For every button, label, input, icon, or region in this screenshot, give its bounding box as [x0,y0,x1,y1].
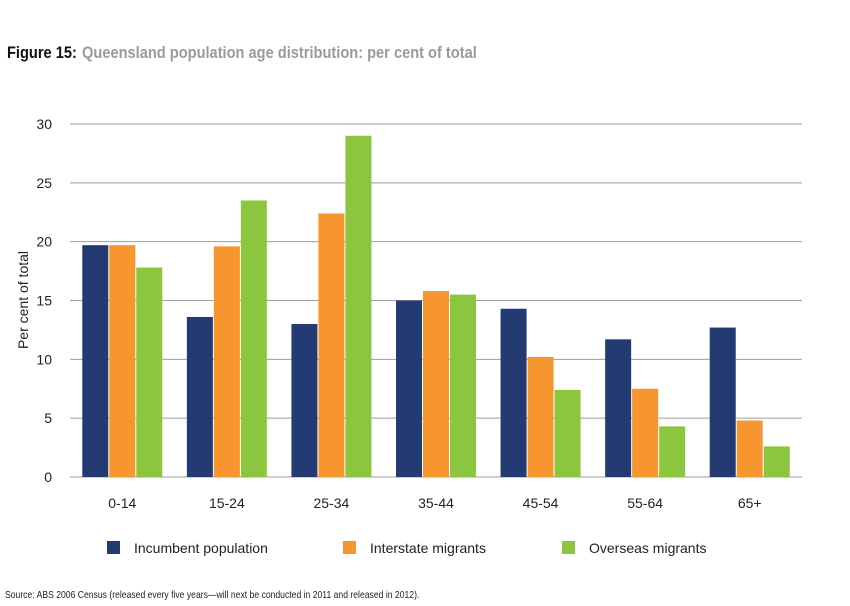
legend-swatch [562,541,575,554]
bar-65+-3 [763,446,790,477]
legend: Incumbent population Interstate migrants O… [107,540,706,556]
bar-55-64-2 [632,388,659,477]
bar-65+-1 [709,327,736,477]
source-note: Source: ABS 2006 Census (released every … [5,589,420,601]
y-tick-label: 15 [36,293,52,309]
bar-0-14-3 [136,267,163,477]
bar-65+-2 [736,420,763,477]
bar-55-64-1 [605,339,632,477]
x-tick-label: 35-44 [418,495,454,511]
bar-35-44-2 [423,291,449,477]
bar-25-34-2 [318,213,345,477]
x-tick-labels: 0-14 15-24 25-34 35-44 45-54 55-64 65+ [108,495,761,511]
y-tick-label: 0 [44,469,52,485]
bar-0-14-2 [109,245,136,477]
y-tick-label: 20 [36,234,52,250]
y-axis-title: Per cent of total [15,251,31,349]
x-tick-label: 0-14 [108,495,136,511]
bar-0-14-1 [82,245,109,477]
bar-15-24-1 [186,316,213,477]
bar-15-24-3 [240,200,267,477]
figure-label: Figure 15: [7,43,77,62]
bar-45-54-3 [554,389,581,477]
bars [82,135,790,477]
y-tick-label: 25 [36,175,52,191]
legend-swatch [343,541,356,554]
figure-title: Figure 15: Queensland population age dist… [7,43,477,63]
x-tick-label: 65+ [738,495,762,511]
bar-15-24-2 [213,246,240,477]
legend-label: Interstate migrants [370,540,486,556]
y-tick-label: 30 [36,116,52,132]
legend-swatch [107,541,120,554]
bar-25-34-3 [345,135,372,477]
bar-25-34-1 [291,324,318,477]
bar-45-54-2 [527,356,554,477]
x-tick-label: 55-64 [627,495,663,511]
bar-45-54-1 [500,308,527,477]
legend-label: Incumbent population [134,540,268,556]
bar-35-44-3 [450,294,476,477]
figure-subtitle: Queensland population age distribution: … [82,43,477,62]
y-tick-labels: 0 5 10 15 20 25 30 [36,116,52,485]
x-tick-label: 15-24 [209,495,245,511]
x-tick-label: 45-54 [523,495,559,511]
bar-35-44-1 [396,300,422,477]
bar-55-64-3 [659,426,686,477]
y-tick-label: 5 [44,410,52,426]
y-tick-label: 10 [36,351,52,367]
x-tick-label: 25-34 [314,495,350,511]
legend-label: Overseas migrants [589,540,706,556]
